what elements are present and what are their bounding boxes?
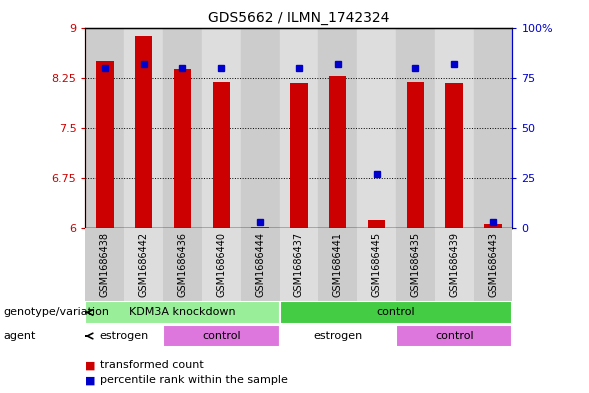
Text: GSM1686445: GSM1686445 — [372, 231, 382, 297]
Bar — [280, 28, 318, 228]
Bar — [124, 28, 163, 228]
Title: GDS5662 / ILMN_1742324: GDS5662 / ILMN_1742324 — [209, 11, 389, 25]
Bar — [474, 228, 512, 301]
Bar — [396, 228, 435, 301]
Bar — [85, 228, 124, 301]
Text: estrogen: estrogen — [100, 331, 149, 341]
Text: control: control — [376, 307, 415, 318]
Bar — [435, 28, 474, 228]
Bar — [396, 325, 512, 347]
Text: GSM1686436: GSM1686436 — [177, 231, 187, 297]
Bar — [85, 28, 124, 228]
Bar — [163, 28, 202, 228]
Bar — [163, 228, 202, 301]
Bar — [241, 28, 280, 228]
Bar — [406, 82, 424, 228]
Text: GSM1686435: GSM1686435 — [411, 231, 421, 297]
Bar — [174, 69, 191, 228]
Text: ■: ■ — [85, 360, 96, 371]
Bar — [329, 75, 346, 228]
Bar — [135, 36, 153, 228]
Bar — [85, 301, 280, 324]
Text: KDM3A knockdown: KDM3A knockdown — [129, 307, 236, 318]
Bar — [213, 82, 230, 228]
Text: GSM1686440: GSM1686440 — [216, 231, 226, 297]
Text: estrogen: estrogen — [313, 331, 362, 341]
Bar — [124, 228, 163, 301]
Bar — [318, 228, 357, 301]
Text: GSM1686444: GSM1686444 — [255, 231, 265, 297]
Bar — [202, 28, 241, 228]
Text: transformed count: transformed count — [100, 360, 204, 371]
Bar — [357, 228, 396, 301]
Text: GSM1686442: GSM1686442 — [138, 231, 148, 297]
Bar — [280, 325, 396, 347]
Text: control: control — [202, 331, 240, 341]
Bar — [96, 61, 114, 228]
Bar — [290, 83, 307, 228]
Bar — [202, 228, 241, 301]
Bar — [474, 28, 512, 228]
Bar — [318, 28, 357, 228]
Text: agent: agent — [3, 331, 35, 341]
Text: GSM1686441: GSM1686441 — [333, 231, 343, 297]
Bar — [252, 227, 269, 228]
Bar — [484, 224, 502, 228]
Bar — [445, 83, 463, 228]
Text: GSM1686443: GSM1686443 — [488, 231, 498, 297]
Bar — [241, 228, 280, 301]
Bar — [163, 325, 280, 347]
Text: genotype/variation: genotype/variation — [3, 307, 109, 318]
Text: GSM1686437: GSM1686437 — [294, 231, 304, 297]
Text: control: control — [435, 331, 474, 341]
Bar — [368, 220, 385, 228]
Bar — [280, 228, 318, 301]
Bar — [280, 301, 512, 324]
Text: GSM1686438: GSM1686438 — [100, 231, 110, 297]
Bar — [396, 28, 435, 228]
Bar — [435, 228, 474, 301]
Bar — [85, 325, 163, 347]
Text: ■: ■ — [85, 375, 96, 386]
Text: GSM1686439: GSM1686439 — [449, 231, 459, 297]
Bar — [357, 28, 396, 228]
Text: percentile rank within the sample: percentile rank within the sample — [100, 375, 288, 386]
